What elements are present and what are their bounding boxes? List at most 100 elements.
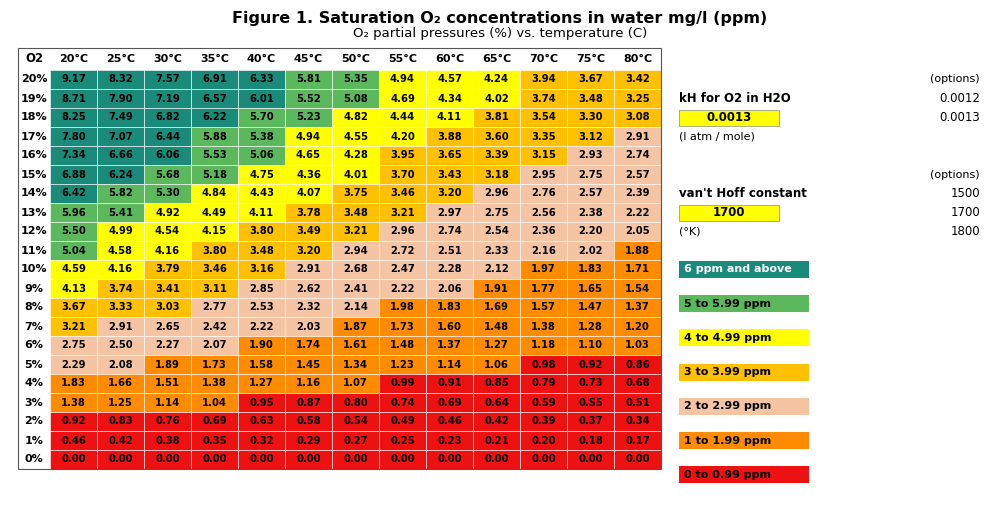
Bar xyxy=(144,184,191,203)
Bar xyxy=(50,203,97,222)
Bar xyxy=(426,203,473,222)
Text: 1800: 1800 xyxy=(950,225,980,238)
Text: 25°C: 25°C xyxy=(106,54,135,64)
Bar xyxy=(144,317,191,336)
Bar xyxy=(50,70,97,89)
Text: 3.70: 3.70 xyxy=(390,170,415,180)
Text: 0.49: 0.49 xyxy=(390,417,415,427)
Text: 0.42: 0.42 xyxy=(108,436,133,446)
Text: 40°C: 40°C xyxy=(247,54,276,64)
Text: 2.03: 2.03 xyxy=(296,322,321,331)
Bar xyxy=(332,108,379,127)
Text: 1%: 1% xyxy=(25,436,43,446)
Text: 5.30: 5.30 xyxy=(155,189,180,199)
Text: 1.48: 1.48 xyxy=(390,340,415,350)
Bar xyxy=(567,146,614,165)
Bar xyxy=(520,336,567,355)
Text: 2.57: 2.57 xyxy=(578,189,603,199)
Text: 2.53: 2.53 xyxy=(249,303,274,313)
Bar xyxy=(473,70,520,89)
Bar xyxy=(144,374,191,393)
Text: 7.57: 7.57 xyxy=(155,75,180,84)
Text: 2.56: 2.56 xyxy=(531,208,556,217)
Bar xyxy=(473,279,520,298)
Bar xyxy=(285,127,332,146)
Text: 0.83: 0.83 xyxy=(108,417,133,427)
Text: 4.99: 4.99 xyxy=(108,226,133,236)
Text: 2.95: 2.95 xyxy=(531,170,556,180)
Text: 4.16: 4.16 xyxy=(108,264,133,275)
Bar xyxy=(191,298,238,317)
Text: 4.15: 4.15 xyxy=(202,226,227,236)
Text: 1.51: 1.51 xyxy=(155,378,180,388)
Bar xyxy=(379,203,426,222)
Text: 6.57: 6.57 xyxy=(202,93,227,103)
Text: 7.19: 7.19 xyxy=(155,93,180,103)
Bar xyxy=(332,222,379,241)
Text: 4.49: 4.49 xyxy=(202,208,227,217)
Text: 4.43: 4.43 xyxy=(249,189,274,199)
Text: 6.42: 6.42 xyxy=(61,189,86,199)
Text: 1.20: 1.20 xyxy=(625,322,650,331)
Text: 5.41: 5.41 xyxy=(108,208,133,217)
Bar xyxy=(379,222,426,241)
Bar xyxy=(614,70,661,89)
Text: 60°C: 60°C xyxy=(435,54,464,64)
Bar xyxy=(50,298,97,317)
Text: 1.34: 1.34 xyxy=(343,359,368,369)
Text: 6.82: 6.82 xyxy=(155,112,180,122)
Bar xyxy=(144,260,191,279)
Text: 19%: 19% xyxy=(21,93,47,103)
Text: 0.20: 0.20 xyxy=(531,436,556,446)
Text: 0.0012: 0.0012 xyxy=(939,92,980,105)
Bar xyxy=(238,127,285,146)
Bar xyxy=(473,203,520,222)
Text: 4.58: 4.58 xyxy=(108,245,133,255)
Text: 4 to 4.99 ppm: 4 to 4.99 ppm xyxy=(684,333,772,343)
Text: 0.79: 0.79 xyxy=(531,378,556,388)
Text: 1 to 1.99 ppm: 1 to 1.99 ppm xyxy=(684,436,771,446)
Text: 2%: 2% xyxy=(25,417,43,427)
Text: 1.58: 1.58 xyxy=(249,359,274,369)
Bar xyxy=(379,393,426,412)
Bar xyxy=(520,89,567,108)
Bar xyxy=(97,374,144,393)
Text: 3.67: 3.67 xyxy=(61,303,86,313)
Bar xyxy=(567,70,614,89)
Text: 0.29: 0.29 xyxy=(296,436,321,446)
Bar xyxy=(520,165,567,184)
Text: 0.69: 0.69 xyxy=(202,417,227,427)
Bar xyxy=(50,355,97,374)
Bar xyxy=(285,336,332,355)
Bar xyxy=(679,466,809,483)
Text: 0.00: 0.00 xyxy=(484,455,509,464)
Text: 10%: 10% xyxy=(21,264,47,275)
Bar xyxy=(238,241,285,260)
Bar xyxy=(191,222,238,241)
Text: 1.23: 1.23 xyxy=(390,359,415,369)
Text: 2.29: 2.29 xyxy=(61,359,86,369)
Bar xyxy=(520,412,567,431)
Bar xyxy=(614,355,661,374)
Bar xyxy=(332,146,379,165)
Bar xyxy=(614,336,661,355)
Bar xyxy=(473,184,520,203)
Text: 0.18: 0.18 xyxy=(578,436,603,446)
Text: 7.90: 7.90 xyxy=(108,93,133,103)
Bar xyxy=(285,70,332,89)
Bar xyxy=(473,222,520,241)
Text: 1.28: 1.28 xyxy=(578,322,603,331)
Text: 3.03: 3.03 xyxy=(155,303,180,313)
Bar xyxy=(238,146,285,165)
Text: 6.01: 6.01 xyxy=(249,93,274,103)
Text: 7.07: 7.07 xyxy=(108,131,133,142)
Text: 2.94: 2.94 xyxy=(343,245,368,255)
Bar xyxy=(426,108,473,127)
Text: 1700: 1700 xyxy=(713,206,745,219)
Text: 0.92: 0.92 xyxy=(61,417,86,427)
Bar xyxy=(679,364,809,381)
Text: 2.74: 2.74 xyxy=(437,226,462,236)
Bar xyxy=(426,279,473,298)
Bar xyxy=(473,317,520,336)
Text: 1.45: 1.45 xyxy=(296,359,321,369)
